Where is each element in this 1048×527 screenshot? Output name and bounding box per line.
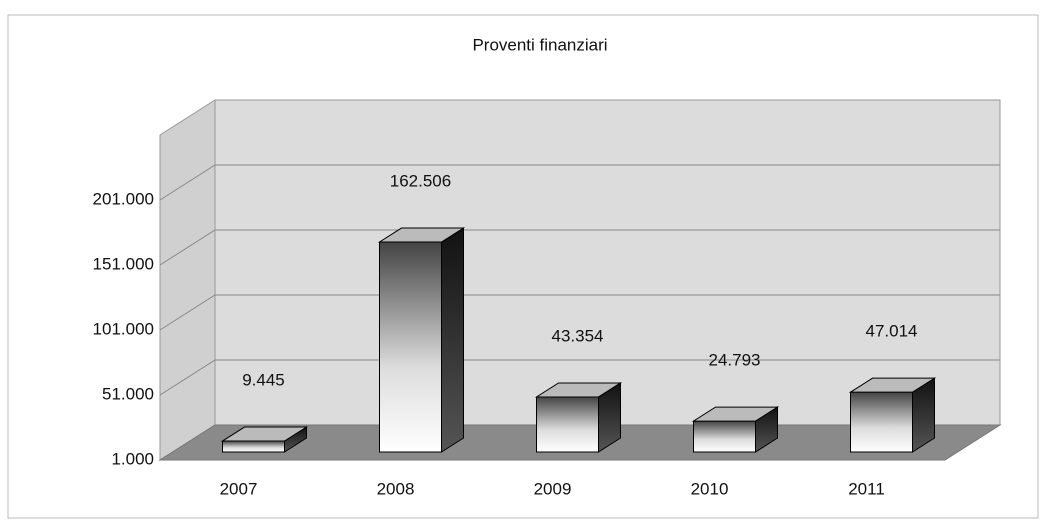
- grid-line: [159, 294, 1000, 331]
- x-tick-label: 2010: [691, 479, 729, 498]
- data-label: 47.014: [866, 322, 918, 341]
- data-label: 162.506: [390, 172, 451, 191]
- bar-front: [536, 396, 599, 453]
- grid-line: [159, 359, 1000, 396]
- x-tick-label: 2008: [377, 479, 415, 498]
- y-tick-label: 51.000: [102, 384, 154, 403]
- y-tick-label: 1.000: [111, 449, 154, 468]
- bar-top: [220, 426, 309, 442]
- bar-top: [377, 227, 466, 243]
- bar-front: [222, 440, 285, 453]
- bar-top: [691, 406, 780, 422]
- bar: [848, 377, 937, 453]
- bar-front: [379, 241, 442, 453]
- bar: [691, 406, 780, 453]
- data-label: 43.354: [552, 326, 604, 345]
- x-tick-label: 2009: [534, 479, 572, 498]
- y-tick-label: 151.000: [93, 254, 154, 273]
- bar: [534, 382, 623, 453]
- bar-top: [848, 377, 937, 393]
- grid-line: [159, 229, 1000, 266]
- bar-side: [441, 227, 464, 453]
- chart-title: Proventi finanziari: [472, 35, 607, 54]
- y-tick-label: 201.000: [93, 189, 154, 208]
- data-label: 24.793: [709, 351, 761, 370]
- grid-line: [159, 164, 1000, 201]
- bar-front: [850, 391, 913, 453]
- y-tick-label: 101.000: [93, 319, 154, 338]
- bar-front: [693, 420, 756, 453]
- side-wall: [159, 99, 216, 461]
- back-wall: [214, 99, 1001, 426]
- x-tick-label: 2007: [220, 479, 258, 498]
- bar: [220, 426, 309, 453]
- data-label: 9.445: [242, 371, 285, 390]
- bar-top: [534, 382, 623, 398]
- bar: [377, 227, 466, 453]
- x-tick-label: 2011: [848, 479, 885, 498]
